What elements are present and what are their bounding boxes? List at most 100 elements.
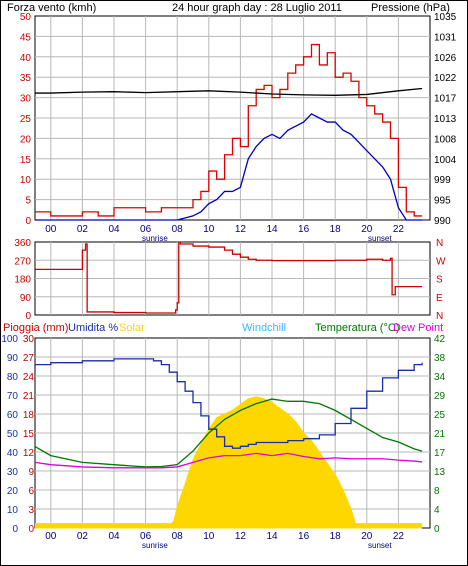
y-tick-label: 90: [7, 353, 19, 364]
x-tick-label: 18: [330, 531, 342, 542]
y-tick-label: 35: [20, 73, 32, 84]
y-tick-label: 30: [7, 467, 19, 478]
x-tick-label: 04: [108, 224, 120, 235]
x-tick-label: 10: [203, 224, 215, 235]
y-tick-label: 20: [20, 134, 32, 145]
y-tick-label: 100: [1, 334, 18, 345]
y-tick-label: 990: [434, 216, 451, 227]
wind-x-ticks: 00 02 04 06 08 10 12 14 16 18 20 22: [45, 224, 404, 235]
rain-tick-label: 27: [23, 353, 35, 364]
rain-tick-label: 3: [28, 505, 34, 516]
climate-x-ticks: 00 02 04 06 08 10 12 14 16 18 20 22: [45, 531, 404, 542]
y-tick-label: 1022: [434, 73, 457, 84]
direction-grid: [35, 242, 430, 315]
y-tick-label: 20: [7, 486, 19, 497]
y-tick-label: 17: [434, 448, 446, 459]
wind-average-line: [35, 113, 423, 221]
x-tick-label: 10: [203, 531, 215, 542]
rain-tick-label: 18: [23, 410, 35, 421]
y-tick-label: 1013: [434, 114, 457, 125]
sunset-label-2: sunset: [368, 541, 392, 550]
x-tick-label: 02: [77, 224, 89, 235]
rain-axis-title: Pioggia (mm): [3, 322, 68, 334]
humidity-legend: Umidita %: [68, 322, 118, 334]
y-tick-label: 0: [434, 524, 440, 535]
y-tick-label: 4: [434, 505, 440, 516]
y-tick-label: 25: [20, 114, 32, 125]
y-tick-label: 1026: [434, 53, 457, 64]
compass-label: N: [436, 311, 443, 322]
x-tick-label: 00: [45, 224, 57, 235]
rain-tick-label: 9: [28, 467, 34, 478]
x-tick-label: 16: [298, 531, 310, 542]
rain-tick-label: 30: [23, 334, 35, 345]
x-tick-label: 20: [361, 224, 373, 235]
y-tick-label: 10: [7, 505, 19, 516]
chart-title: 24 hour graph day : 28 Luglio 2011: [172, 2, 342, 14]
y-tick-label: 40: [20, 53, 32, 64]
windchill-legend: Windchill: [242, 322, 286, 334]
x-tick-label: 00: [45, 531, 57, 542]
y-tick-label: 1008: [434, 134, 457, 145]
y-tick-label: 60: [7, 410, 19, 421]
y-tick-label: 180: [14, 275, 31, 286]
y-tick-label: 0: [25, 311, 31, 322]
temperature-line: [34, 398, 423, 468]
y-tick-label: 1004: [434, 155, 457, 166]
x-tick-label: 18: [330, 224, 342, 235]
y-tick-label: 25: [434, 410, 446, 421]
dew-point-legend: Dew Point: [393, 322, 443, 334]
y-tick-label: 0: [25, 216, 31, 227]
rain-tick-label: 6: [28, 486, 34, 497]
x-tick-label: 22: [393, 224, 405, 235]
direction-series: [35, 241, 423, 314]
y-tick-label: 42: [434, 334, 446, 345]
rain-tick-label: 24: [23, 372, 35, 383]
y-tick-label: 50: [7, 429, 19, 440]
x-tick-label: 04: [108, 531, 120, 542]
compass-label: W: [436, 256, 446, 267]
x-tick-label: 12: [235, 531, 247, 542]
y-tick-label: 10: [20, 175, 32, 186]
compass-label: N: [436, 238, 443, 249]
y-tick-label: 34: [434, 372, 446, 383]
wind-y-ticks: 0 5 10 15 20 25 30 35 40 45 50: [20, 12, 32, 227]
x-tick-label: 20: [361, 531, 373, 542]
x-tick-label: 14: [266, 224, 278, 235]
rain-bar: [35, 523, 423, 528]
y-tick-label: 29: [434, 391, 446, 402]
x-tick-label: 22: [393, 531, 405, 542]
y-tick-label: 1017: [434, 94, 457, 105]
x-tick-label: 12: [235, 224, 247, 235]
wind-series: [35, 43, 423, 221]
x-tick-label: 08: [172, 224, 184, 235]
rain-tick-label: 15: [23, 429, 35, 440]
y-tick-label: 8: [434, 486, 440, 497]
y-tick-label: 13: [434, 467, 446, 478]
y-tick-label: 38: [434, 353, 446, 364]
x-tick-label: 14: [266, 531, 278, 542]
rain-tick-label: 21: [23, 391, 35, 402]
y-tick-label: 40: [7, 448, 19, 459]
compass-label: E: [436, 293, 443, 304]
rain-tick-label: 12: [23, 448, 35, 459]
y-tick-label: 0: [12, 524, 18, 535]
y-tick-label: 45: [20, 32, 32, 43]
pressure-y-ticks: 990 995 999 1004 1008 1013 1017 1022 1026 1031 103…: [434, 12, 457, 227]
wind-gust-line: [35, 43, 423, 217]
y-tick-label: 15: [20, 155, 32, 166]
y-tick-label: 50: [20, 12, 32, 23]
y-tick-label: 5: [25, 196, 31, 207]
y-tick-label: 1031: [434, 32, 457, 43]
y-tick-label: 270: [14, 256, 31, 267]
rain-tick-label: 0: [28, 524, 34, 535]
solar-legend: Solar: [119, 322, 145, 334]
y-tick-label: 80: [7, 372, 19, 383]
wind-direction-line: [35, 241, 423, 314]
x-tick-label: 06: [140, 224, 152, 235]
x-tick-label: 08: [172, 531, 184, 542]
